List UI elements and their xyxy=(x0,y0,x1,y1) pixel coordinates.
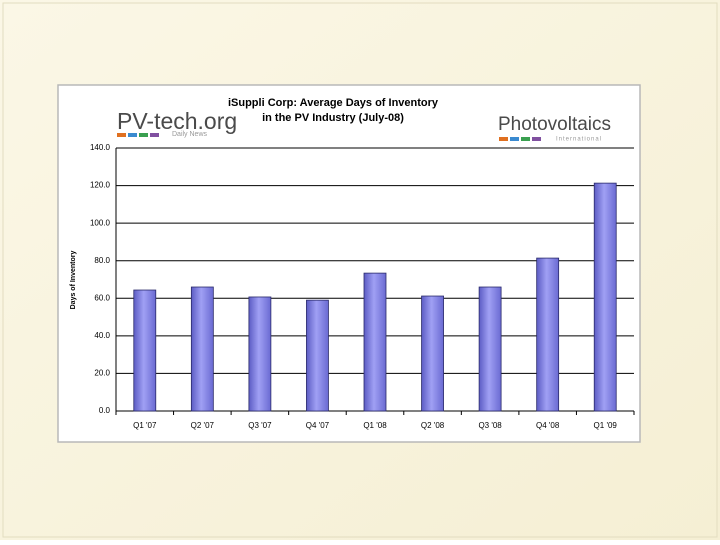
y-tick-label: 140.0 xyxy=(90,143,111,152)
bar xyxy=(248,296,272,412)
x-tick-label: Q4 '07 xyxy=(306,421,330,430)
logo-squares xyxy=(117,133,159,137)
x-tick-label: Q1 '09 xyxy=(594,421,618,430)
x-tick-label: Q2 '08 xyxy=(421,421,445,430)
chart-subtitle: in the PV Industry (July-08) xyxy=(262,112,404,124)
y-tick-label: 0.0 xyxy=(99,406,111,415)
logo-tagline: Daily News xyxy=(172,131,208,138)
y-tick-label: 80.0 xyxy=(94,256,110,265)
y-tick-label: 40.0 xyxy=(94,331,110,340)
y-tick-label: 120.0 xyxy=(90,181,111,190)
x-tick-label: Q2 '07 xyxy=(191,421,215,430)
logo: Photovoltaics xyxy=(498,114,611,135)
bar xyxy=(593,182,617,412)
bar xyxy=(363,272,387,412)
slide-border xyxy=(2,2,718,538)
bar xyxy=(133,289,157,412)
chart-title: iSuppli Corp: Average Days of Inventory xyxy=(228,97,439,109)
bar xyxy=(478,286,502,412)
logo-squares xyxy=(499,137,541,141)
y-tick-label: 100.0 xyxy=(90,218,111,227)
bar xyxy=(190,286,214,412)
x-tick-label: Q1 '07 xyxy=(133,421,157,430)
logo-tagline: International xyxy=(556,137,602,143)
x-tick-label: Q3 '08 xyxy=(478,421,502,430)
x-tick-label: Q1 '08 xyxy=(363,421,387,430)
logo: PV-tech.org xyxy=(117,108,237,134)
x-tick-label: Q4 '08 xyxy=(536,421,560,430)
bar xyxy=(306,299,329,412)
bar xyxy=(421,295,444,412)
y-axis-label: Days of Inventory xyxy=(70,251,77,310)
y-tick-label: 60.0 xyxy=(94,293,110,302)
bar xyxy=(536,257,560,412)
x-tick-label: Q3 '07 xyxy=(248,421,272,430)
y-tick-label: 20.0 xyxy=(94,369,110,378)
